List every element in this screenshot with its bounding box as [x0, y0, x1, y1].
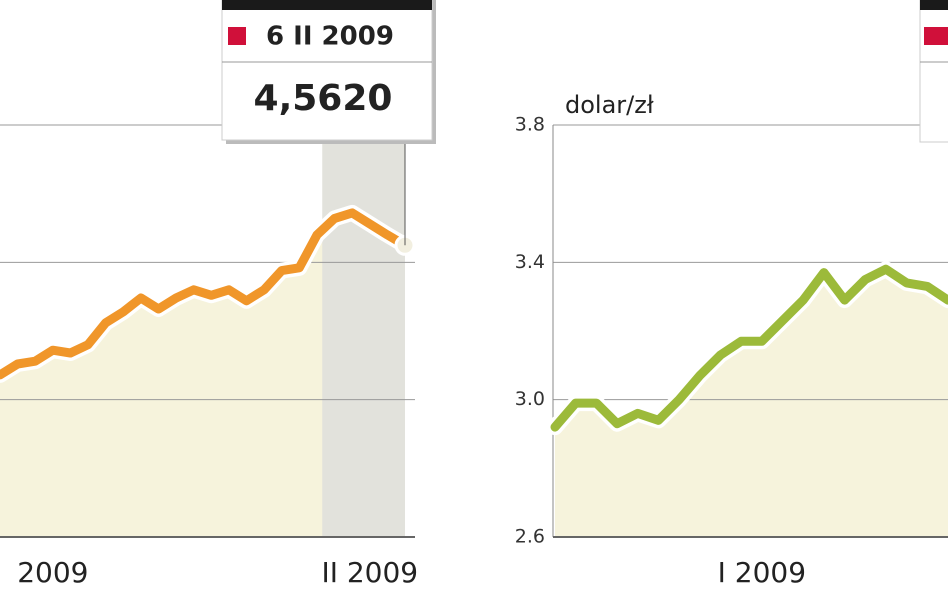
callout-top-partial: [920, 0, 948, 10]
y-axis-title: dolar/zł: [565, 91, 654, 119]
x-tick-label: I 2009: [718, 556, 806, 589]
line: [550, 264, 948, 432]
area: [555, 269, 948, 537]
legend-swatch: [228, 27, 246, 45]
value-label: 4,5620: [254, 78, 393, 119]
callout-date: 6 II 2009: [266, 22, 394, 52]
y-tick-label: 3.0: [515, 388, 545, 410]
line: [0, 208, 410, 380]
y-tick-label: 3.8: [515, 114, 545, 136]
x-tick-label: 2009: [17, 556, 88, 589]
y-tick-label: 3.4: [515, 251, 545, 273]
callout: 6 II 2009 4,5620: [221, 0, 436, 144]
area: [0, 212, 405, 537]
legend-swatch-partial: [924, 27, 948, 45]
x-tick-label: II 2009: [321, 556, 418, 589]
y-tick-label: 2.6: [515, 526, 545, 548]
highlight-band: [322, 125, 405, 537]
callout-box-partial: [919, 0, 948, 143]
callout-top: [222, 0, 432, 10]
callout-box: [221, 0, 433, 141]
